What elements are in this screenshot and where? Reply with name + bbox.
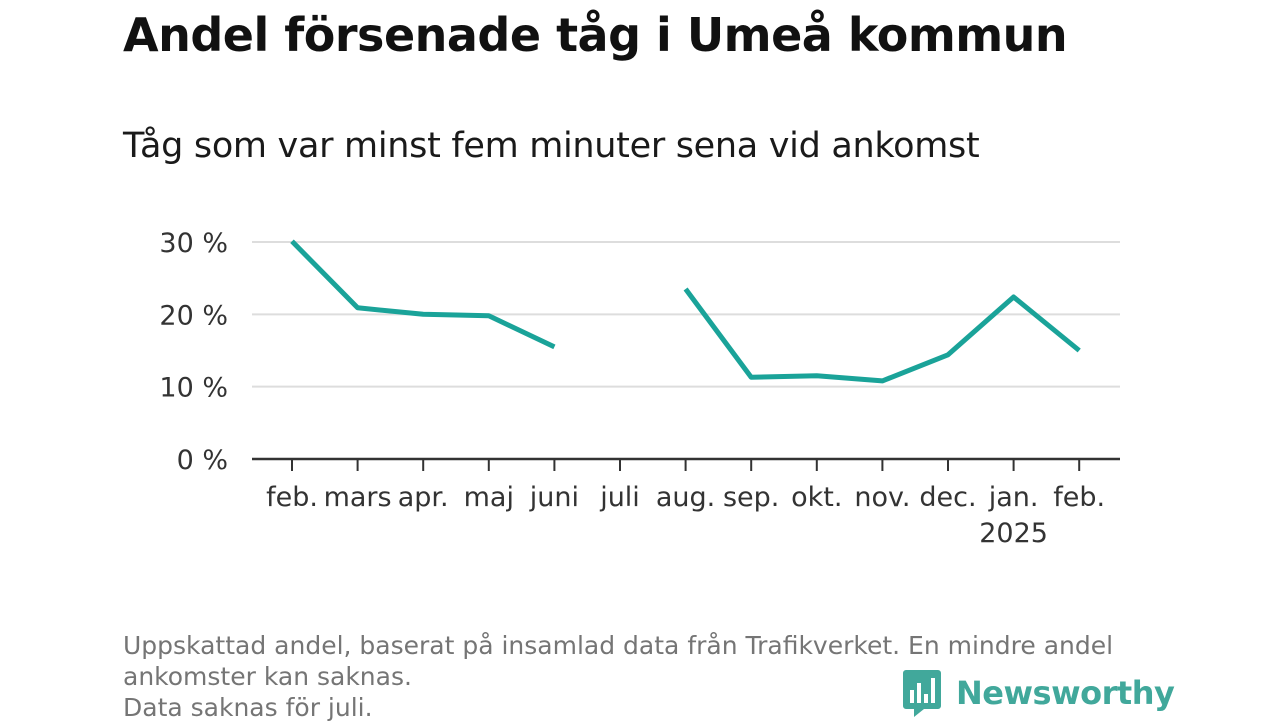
- x-tick-label: nov.: [854, 482, 910, 513]
- series-line-segment: [292, 241, 554, 347]
- x-tick-label: juli: [599, 482, 640, 513]
- x-tick-label: apr.: [398, 482, 449, 513]
- x-tick-label: okt.: [791, 482, 842, 513]
- x-tick-label: sep.: [723, 482, 779, 513]
- y-tick-label: 10 %: [159, 373, 228, 404]
- y-tick-label: 30 %: [159, 228, 228, 259]
- footnote-line-1: Uppskattad andel, baserat på insamlad da…: [123, 630, 1113, 661]
- x-tick-label: feb.: [266, 482, 318, 513]
- x-tick-label: aug.: [656, 482, 715, 513]
- x-tick-label: maj: [464, 482, 514, 513]
- newsworthy-logo: Newsworthy: [902, 668, 1174, 718]
- x-tick-label: feb.: [1053, 482, 1105, 513]
- series-line-segment: [686, 289, 1080, 381]
- x-tick-label: mars: [324, 482, 392, 513]
- x-tick-label: dec.: [919, 482, 976, 513]
- x-tick-sublabel: 2025: [979, 518, 1048, 549]
- x-tick-label: juni: [529, 482, 579, 513]
- y-tick-label: 20 %: [159, 300, 228, 331]
- x-tick-label: jan.: [988, 482, 1039, 513]
- bar-chart-speech-bubble-icon: [902, 668, 942, 718]
- y-tick-label: 0 %: [177, 445, 228, 476]
- logo-text: Newsworthy: [956, 674, 1174, 712]
